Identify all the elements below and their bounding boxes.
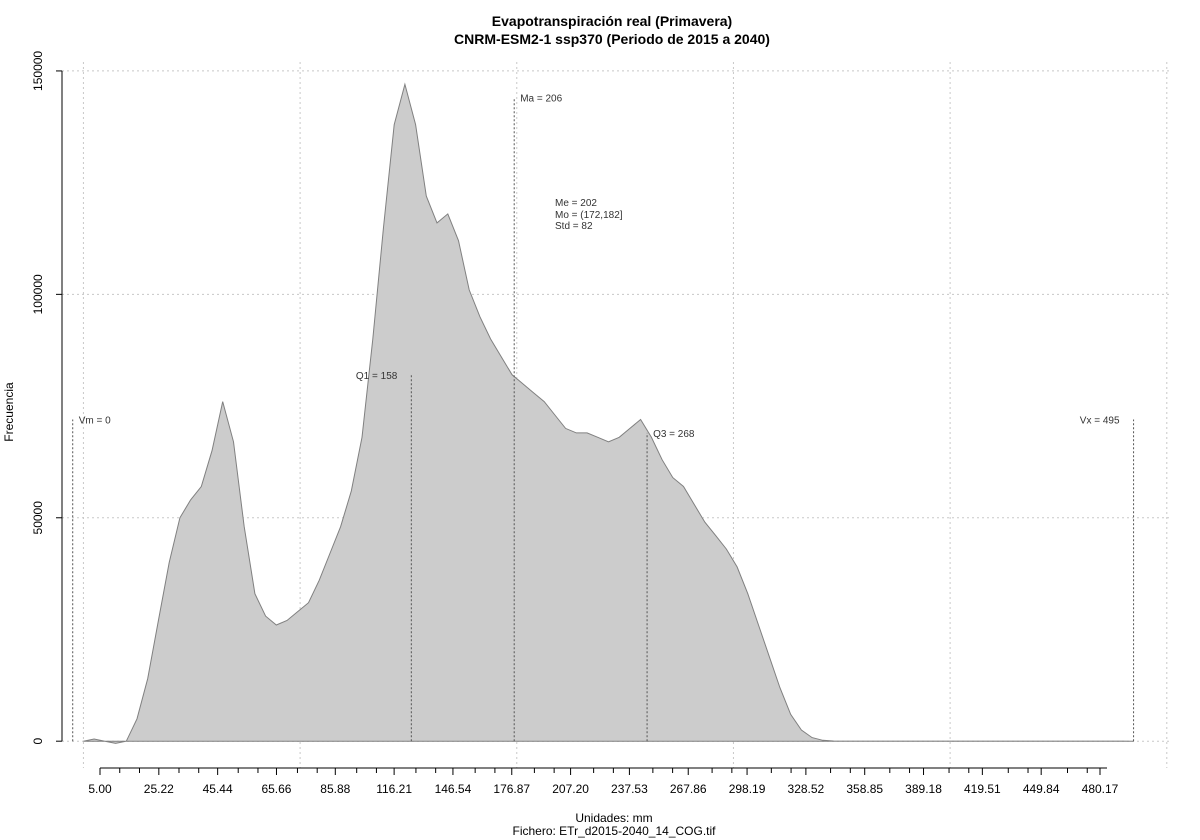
x-tick-label-0: 5.00 xyxy=(88,782,112,796)
x-tick-label-17: 480.17 xyxy=(1082,782,1119,796)
x-tick-label-16: 449.84 xyxy=(1023,782,1060,796)
x-tick-label-6: 146.54 xyxy=(435,782,472,796)
stat-markers: Vm = 0 Q1 = 158 Ma = 206 Q3 = 268 Vx = 495 xyxy=(72,94,1135,742)
y-tick-label-2: 100000 xyxy=(31,274,45,314)
chart-subtitle: CNRM-ESM2-1 ssp370 (Periodo de 2015 a 20… xyxy=(454,31,770,47)
axes: 0 50000 100000 150000 5.00 25.22 45.44 65.66 85.… xyxy=(31,51,1119,796)
x-tick-label-13: 358.85 xyxy=(846,782,883,796)
x-axis-label: Unidades: mm xyxy=(575,811,652,825)
x-tick-label-4: 85.88 xyxy=(320,782,350,796)
x-tick-label-2: 45.44 xyxy=(203,782,233,796)
x-tick-label-12: 328.52 xyxy=(788,782,825,796)
marker-label-2: Ma = 206 xyxy=(520,94,562,105)
marker-label-1: Q1 = 158 xyxy=(356,371,398,382)
marker-label-0: Vm = 0 xyxy=(79,415,111,426)
x-tick-label-9: 237.53 xyxy=(611,782,648,796)
x-tick-label-7: 176.87 xyxy=(493,782,530,796)
x-tick-label-10: 267.86 xyxy=(670,782,707,796)
y-tick-label-1: 50000 xyxy=(31,501,45,535)
stats-box: Me = 202 Mo = (172,182] Std = 82 xyxy=(555,198,623,232)
x-tick-label-1: 25.22 xyxy=(144,782,174,796)
marker-label-3: Q3 = 268 xyxy=(653,429,695,440)
y-tick-label-3: 150000 xyxy=(31,51,45,91)
file-caption: Fichero: ETr_d2015-2040_14_COG.tif xyxy=(513,824,717,838)
x-tick-label-14: 389.18 xyxy=(905,782,942,796)
stat-median: Me = 202 xyxy=(555,198,597,209)
density-fill xyxy=(83,82,1134,744)
x-tick-label-11: 298.19 xyxy=(729,782,766,796)
marker-label-4: Vx = 495 xyxy=(1080,415,1120,426)
x-tick-label-15: 419.51 xyxy=(964,782,1001,796)
chart-title: Evapotranspiración real (Primavera) xyxy=(492,13,732,29)
density-area xyxy=(83,82,1134,744)
x-tick-label-5: 116.21 xyxy=(376,782,412,796)
x-tick-label-3: 65.66 xyxy=(261,782,291,796)
x-tick-label-8: 207.20 xyxy=(552,782,589,796)
y-tick-label-0: 0 xyxy=(31,738,45,745)
y-axis-label: Frecuencia xyxy=(2,382,16,442)
stat-mode: Mo = (172,182] xyxy=(555,210,623,221)
stat-std: Std = 82 xyxy=(555,221,593,232)
